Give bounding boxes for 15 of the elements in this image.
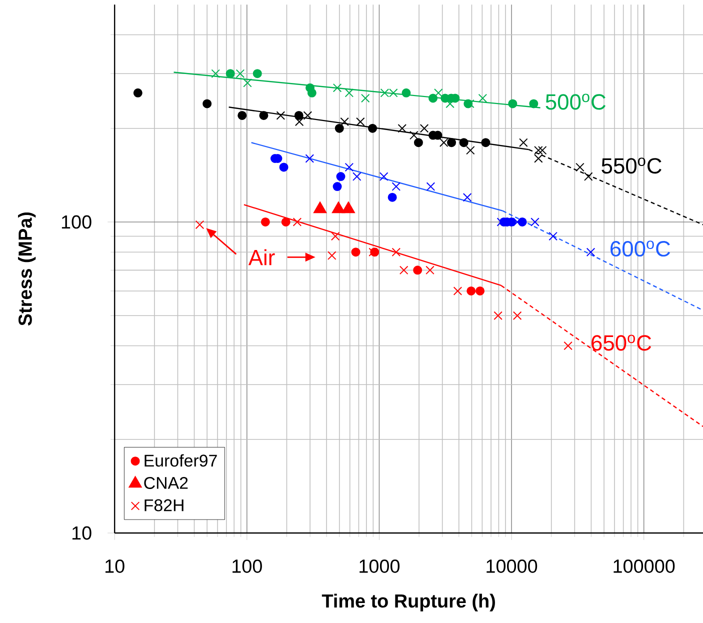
legend-label: Eurofer97 bbox=[144, 454, 217, 467]
x-tick-label: 100000 bbox=[614, 559, 675, 573]
series-label: 500$^{o}$C bbox=[546, 94, 606, 110]
series-label: 550$^{o}$C bbox=[602, 158, 662, 174]
x-tick-label: 100 bbox=[232, 559, 262, 573]
y-axis-title: Stress (MPa) bbox=[18, 212, 36, 326]
series-label: 600$^{o}$C bbox=[610, 240, 670, 257]
x-axis-title: Time to Rupture (h) bbox=[322, 594, 495, 612]
x-tick-label: 1000 bbox=[360, 559, 400, 573]
annotation: Air bbox=[248, 249, 275, 266]
series-label: 650$^{o}$C bbox=[592, 334, 652, 351]
x-tick-label: 10 bbox=[106, 559, 124, 573]
x-tick-label: 10000 bbox=[486, 559, 538, 573]
legend-label: F82H bbox=[144, 499, 184, 512]
legend-label: CNA2 bbox=[144, 476, 188, 489]
